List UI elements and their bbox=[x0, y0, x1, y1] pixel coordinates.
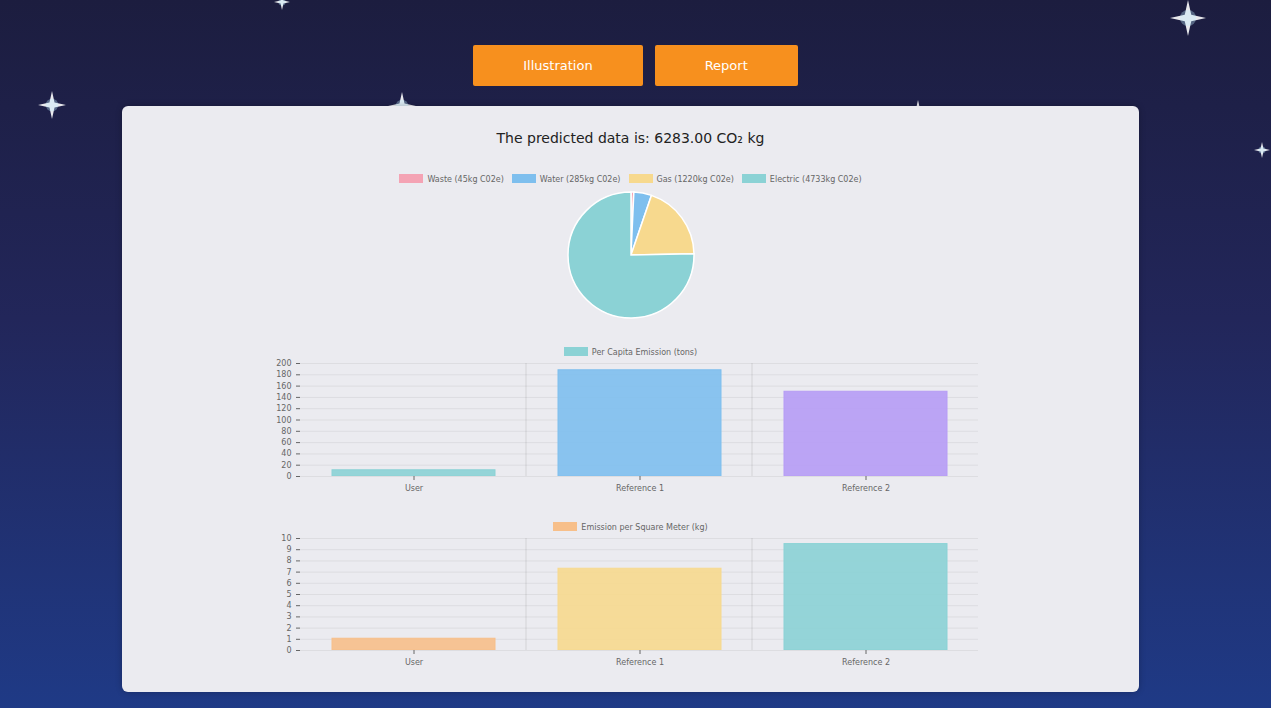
svg-text:120: 120 bbox=[276, 404, 291, 413]
svg-text:2: 2 bbox=[286, 624, 291, 633]
svg-text:5: 5 bbox=[286, 590, 291, 599]
html-text:Emission per Square Meter (kg): Emission per Square Meter (kg) bbox=[581, 523, 708, 532]
html-text:The predicted data is: 6283.00: The predicted data is: 6283.00 CO₂ kg bbox=[496, 130, 765, 146]
svg-text:4: 4 bbox=[286, 601, 291, 610]
svg-text:7: 7 bbox=[286, 568, 291, 577]
svg-text:100: 100 bbox=[276, 416, 291, 425]
svg-text:0: 0 bbox=[286, 646, 291, 655]
svg-text:Reference 2: Reference 2 bbox=[842, 658, 890, 667]
html-text:Electric (4733kg C02e): Electric (4733kg C02e) bbox=[769, 175, 862, 184]
svg-text:160: 160 bbox=[276, 382, 291, 391]
svg-text:80: 80 bbox=[281, 427, 291, 436]
svg-text:60: 60 bbox=[281, 438, 291, 447]
svg-text:1: 1 bbox=[286, 635, 291, 644]
svg-text:140: 140 bbox=[276, 393, 291, 402]
svg-text:Reference 2: Reference 2 bbox=[842, 484, 890, 493]
html-text:Per Capita Emission (tons): Per Capita Emission (tons) bbox=[591, 348, 698, 357]
html-text:Report: Report bbox=[704, 58, 748, 73]
svg-text:User: User bbox=[405, 484, 424, 493]
html-text:Gas (1220kg C02e): Gas (1220kg C02e) bbox=[656, 175, 734, 184]
html-text:Waste (45kg C02e): Waste (45kg C02e) bbox=[427, 175, 504, 184]
svg-text:8: 8 bbox=[286, 556, 291, 565]
svg-text:200: 200 bbox=[276, 359, 291, 368]
svg-text:20: 20 bbox=[281, 461, 291, 470]
svg-text:40: 40 bbox=[281, 449, 291, 458]
html-text:Illustration: Illustration bbox=[523, 58, 593, 73]
svg-text:Reference 1: Reference 1 bbox=[616, 658, 664, 667]
html-text:Water (285kg C02e): Water (285kg C02e) bbox=[539, 175, 621, 184]
svg-text:6: 6 bbox=[286, 579, 291, 588]
svg-text:9: 9 bbox=[286, 545, 291, 554]
svg-text:180: 180 bbox=[276, 370, 291, 379]
svg-text:0: 0 bbox=[286, 472, 291, 481]
svg-text:User: User bbox=[405, 658, 424, 667]
svg-text:3: 3 bbox=[286, 612, 291, 621]
svg-text:10: 10 bbox=[281, 534, 291, 543]
svg-text:Reference 1: Reference 1 bbox=[616, 484, 664, 493]
